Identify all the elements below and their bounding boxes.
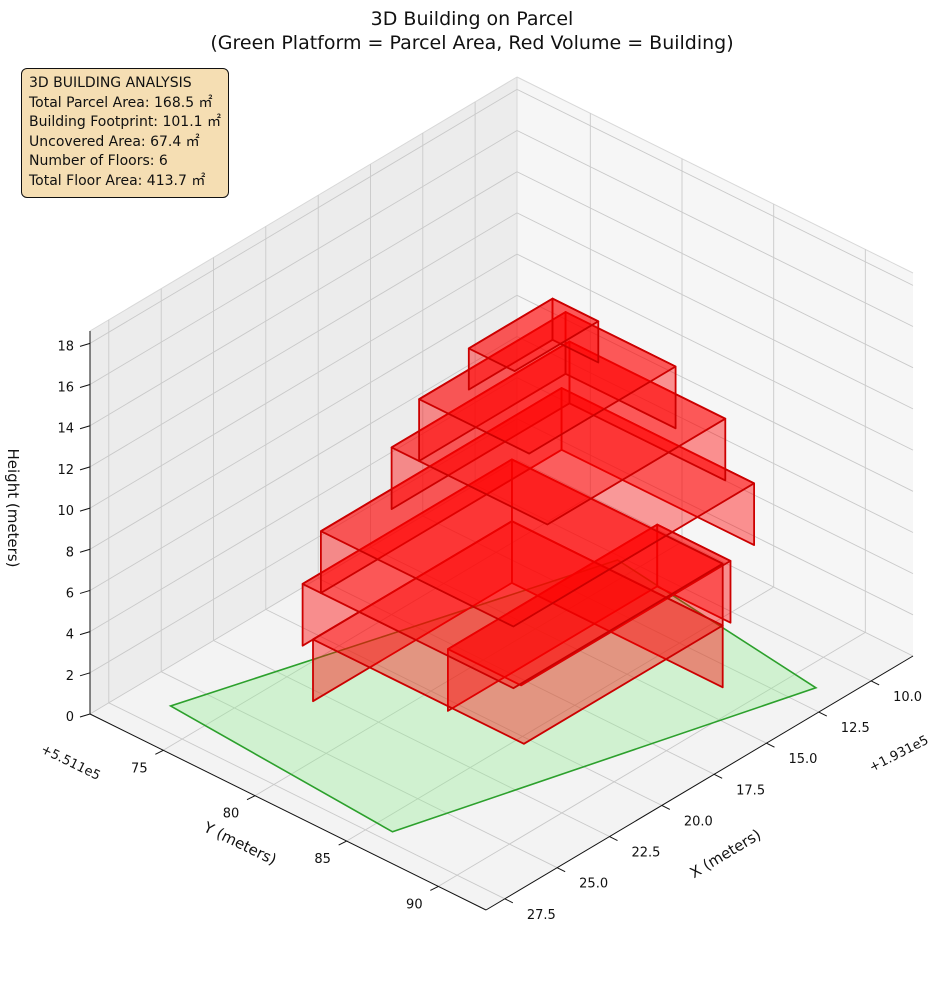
gridline-z [89,335,914,591]
z-tick-label: 14 [57,422,74,437]
back-left-pane [90,77,517,714]
z-tick-label: 2 [66,669,74,684]
y-axis-title: Y (meters) [200,818,279,869]
chart-subtitle: (Green Platform = Parcel Area, Red Volum… [210,32,733,54]
y-tick-label: 90 [406,897,423,912]
z-tick-label: 18 [57,339,74,354]
y-tick-label: 85 [314,852,331,867]
z-tick-mark [79,713,91,718]
x-tick-mark [504,898,514,904]
gridline-z [89,212,914,468]
info-line-floors: Number of Floors: 6 [29,153,168,170]
info-line-footprint: Building Footprint: 101.1 ㎡ [29,114,222,131]
x-tick-mark [556,867,566,873]
z-tick-label: 10 [57,504,74,519]
gridline-z [89,377,914,632]
y-tick-label: 80 [223,807,240,822]
gridline-z [89,88,914,344]
y-tick-mark [155,749,164,755]
x-axis-title: X (meters) [687,825,765,881]
z-tick-mark [79,342,91,347]
info-line-uncovered: Uncovered Area: 67.4 ㎡ [29,133,200,150]
building-group [301,297,755,745]
y-tick-mark [246,795,256,801]
gridline-z [89,459,914,715]
z-axis-title: Height (meters) [4,449,22,568]
parcel-group [168,559,818,833]
x-tick-mark [818,711,828,717]
gridline-z [89,129,914,385]
z-tick-label: 0 [66,710,74,725]
y-tick-mark [430,885,439,891]
chart-title: 3D Building on Parcel [371,8,574,30]
z-tick-mark [79,548,91,553]
x-tick-label: 20.0 [684,814,713,829]
x-tick-mark [766,742,775,748]
x-tick-label: 17.5 [736,783,765,798]
back-right-pane [517,77,913,656]
gridline-z [89,418,914,674]
z-tick-mark [79,466,91,471]
z-tick-mark [79,507,91,512]
x-tick-label: 27.5 [527,908,556,923]
parcel-platform [168,559,818,833]
z-tick-mark [79,672,91,677]
z-tick-mark [79,631,91,636]
gridline-z [89,171,914,427]
z-tick-mark [79,589,91,594]
info-line-floor-area: Total Floor Area: 413.7 ㎡ [29,172,206,189]
y-axis-line [89,713,487,911]
y-tick-label: 75 [131,761,148,776]
x-tick-mark [870,680,880,686]
x-tick-label: 15.0 [788,752,817,767]
slab-face-top-2 [301,458,724,690]
x-offset-label: +1.931e5 [867,733,931,776]
slab-face-top-6 [467,297,600,373]
info-line-parcel-area: Total Parcel Area: 168.5 ㎡ [29,94,213,111]
x-tick-label: 22.5 [631,846,660,861]
slab-face-top-3 [319,387,755,628]
pane-edge [516,76,914,274]
slab-face-top-0 [446,523,732,687]
x-tick-mark [713,773,723,779]
x-tick-label: 12.5 [841,721,870,736]
gridline-z [89,294,914,550]
info-title: 3D BUILDING ANALYSIS [29,75,192,91]
x-tick-mark [661,804,671,810]
z-tick-mark [79,425,91,430]
pane-edge [89,76,518,332]
y-tick-mark [338,840,347,846]
analysis-info-box: 3D BUILDING ANALYSIS Total Parcel Area: … [21,68,229,198]
z-tick-mark [79,384,91,389]
z-tick-label: 4 [66,628,74,643]
z-tick-label: 16 [57,381,74,396]
x-tick-label: 25.0 [579,877,608,892]
x-tick-mark [609,836,618,841]
z-tick-label: 8 [66,545,74,560]
x-tick-label: 10.0 [893,690,922,705]
y-offset-label: +5.511e5 [38,742,102,784]
gridline-z [89,253,914,509]
z-tick-label: 12 [57,463,74,478]
z-tick-label: 6 [66,586,74,601]
